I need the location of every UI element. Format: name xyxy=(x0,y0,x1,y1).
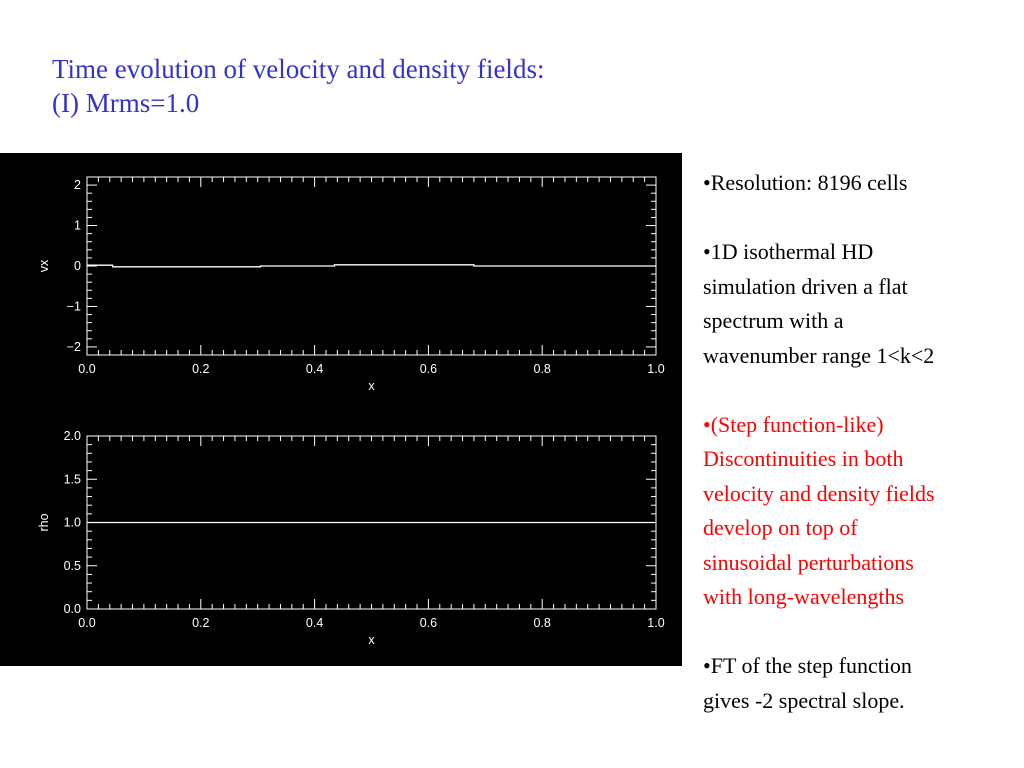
bullet-line: simulation driven a flat xyxy=(703,273,908,299)
x-tick-label: 1.0 xyxy=(647,616,664,630)
bullet-line: •Resolution: 8196 cells xyxy=(703,170,908,195)
x-axis-label: x xyxy=(368,633,375,647)
y-tick-label: −1 xyxy=(67,299,81,313)
chart-vx: 0.0 0.2 0.4 0.6 0.8 1.0 −2 −1 0 1 2 x vx xyxy=(37,176,665,393)
slide-title: Time evolution of velocity and density f… xyxy=(52,52,544,120)
x-tick-label: 0.8 xyxy=(534,616,551,630)
x-tick-label: 0.6 xyxy=(420,362,437,376)
plot-panel: 0.0 0.2 0.4 0.6 0.8 1.0 −2 −1 0 1 2 x vx 0.0 0.2 0.4 0.6… xyxy=(0,153,682,666)
bullet-item: •(Step function-like) Discontinuities in … xyxy=(703,408,1013,615)
series-line xyxy=(87,264,656,268)
y-tick-label: 0 xyxy=(74,259,81,273)
y-tick-label: 0.5 xyxy=(64,559,81,573)
slide-title-line-1: Time evolution of velocity and density f… xyxy=(52,54,545,84)
x-tick-label: 0.4 xyxy=(306,362,323,376)
bullet-line: wavenumber range 1<k<2 xyxy=(703,342,935,368)
bullet-item: •1D isothermal HD simulation driven a fla… xyxy=(703,235,1013,373)
x-axis-label: x xyxy=(368,379,375,393)
y-tick-label: 2 xyxy=(74,178,81,192)
bullet-line: develop on top of xyxy=(703,515,858,540)
y-tick-label: 1.5 xyxy=(64,472,81,486)
y-tick-label: −2 xyxy=(67,340,81,354)
bullet-line: •1D isothermal HD xyxy=(703,239,874,264)
bullet-line: velocity and density fields xyxy=(703,480,935,506)
y-tick-label: 1.0 xyxy=(64,516,81,530)
x-tick-label: 0.0 xyxy=(78,616,95,630)
y-tick-label: 2.0 xyxy=(64,429,81,443)
x-tick-label: 0.2 xyxy=(192,616,209,630)
bullet-line: spectrum with a xyxy=(703,308,844,333)
x-tick-label: 0.0 xyxy=(78,362,95,376)
x-tick-label: 0.6 xyxy=(420,616,437,630)
slide-title-line-2: (I) Mrms=1.0 xyxy=(52,88,200,118)
bullet-item: •Resolution: 8196 cells xyxy=(703,166,1013,201)
y-tick-label: 0.0 xyxy=(64,602,81,616)
chart-rho: 0.0 0.2 0.4 0.6 0.8 1.0 0.0 0.5 1.0 1.5 2.0 x rho xyxy=(37,429,665,647)
bullet-item: •FT of the step function gives -2 spectra… xyxy=(703,649,1013,718)
x-tick-label: 0.8 xyxy=(534,362,551,376)
bullet-line: sinusoidal perturbations xyxy=(703,549,914,575)
bullet-line: gives -2 spectral slope. xyxy=(703,687,905,713)
y-axis-label: vx xyxy=(37,259,51,272)
plots-svg: 0.0 0.2 0.4 0.6 0.8 1.0 −2 −1 0 1 2 x vx 0.0 0.2 0.4 0.6… xyxy=(37,176,665,647)
bullet-line: •FT of the step function xyxy=(703,653,912,678)
bullet-line: Discontinuities in both xyxy=(703,446,904,471)
x-tick-label: 1.0 xyxy=(647,362,664,376)
x-tick-label: 0.4 xyxy=(306,616,323,630)
y-tick-label: 1 xyxy=(74,219,81,233)
bullet-list: •Resolution: 8196 cells •1D isothermal HD… xyxy=(703,166,1013,753)
bullet-line: •(Step function-like) xyxy=(703,411,884,437)
x-tick-label: 0.2 xyxy=(192,362,209,376)
bullet-line: with long-wavelengths xyxy=(703,584,905,609)
y-axis-label: rho xyxy=(37,513,51,531)
